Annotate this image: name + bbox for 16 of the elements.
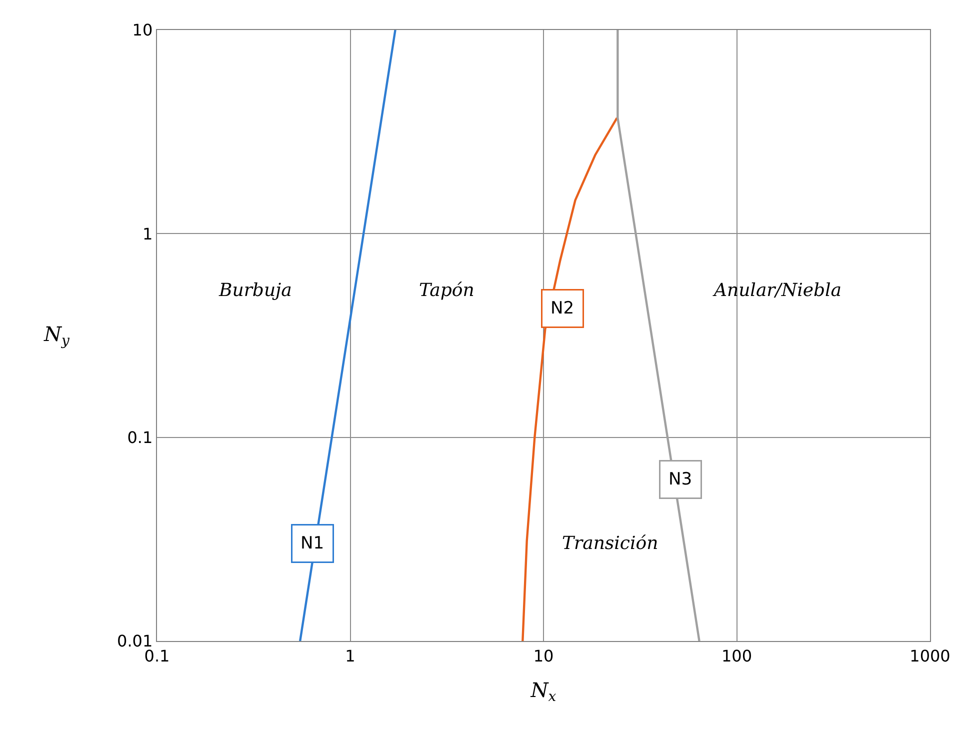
x-tick-label: 1 <box>345 646 356 666</box>
x-tick-label: 1000 <box>910 646 950 666</box>
annotation: Transición <box>562 533 658 554</box>
y-tick-label: 10 <box>132 20 153 40</box>
y-tick-label: 1 <box>142 224 153 244</box>
y-axis-title: N$_{y}$ <box>43 322 70 350</box>
annotation: N3 <box>668 470 692 490</box>
y-tick-label: 0.1 <box>127 428 153 447</box>
x-tick-label: 10 <box>533 646 554 666</box>
x-axis-title: N$_{x}$ <box>530 678 556 706</box>
annotation: Anular/Niebla <box>712 280 842 301</box>
annotation: Burbuja <box>218 280 292 301</box>
annotation: N1 <box>300 534 324 554</box>
x-tick-label: 100 <box>721 646 752 666</box>
annotation: N2 <box>550 298 574 318</box>
annotation: Tapón <box>419 280 474 301</box>
